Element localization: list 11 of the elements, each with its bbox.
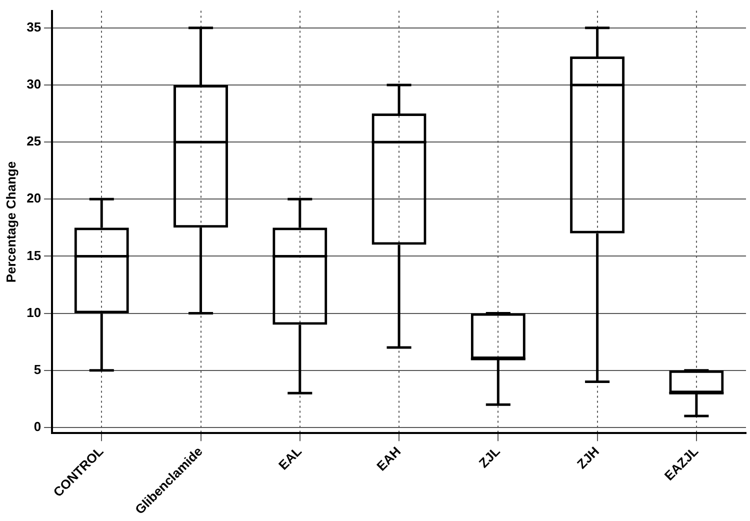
x-tick-label: ZJL (476, 444, 503, 471)
y-tick-label: 5 (34, 362, 42, 377)
y-tick-label: 0 (34, 419, 42, 434)
y-tick-label: 15 (26, 248, 42, 263)
y-tick-label: 30 (26, 76, 42, 92)
y-tick-label: 10 (26, 304, 42, 320)
x-tick-label: EAL (276, 444, 305, 473)
y-tick-label: 25 (26, 134, 42, 149)
y-axis-title: Percentage Change (3, 161, 18, 283)
y-tick-label: 35 (26, 20, 42, 34)
y-tick-label: 20 (26, 190, 42, 206)
